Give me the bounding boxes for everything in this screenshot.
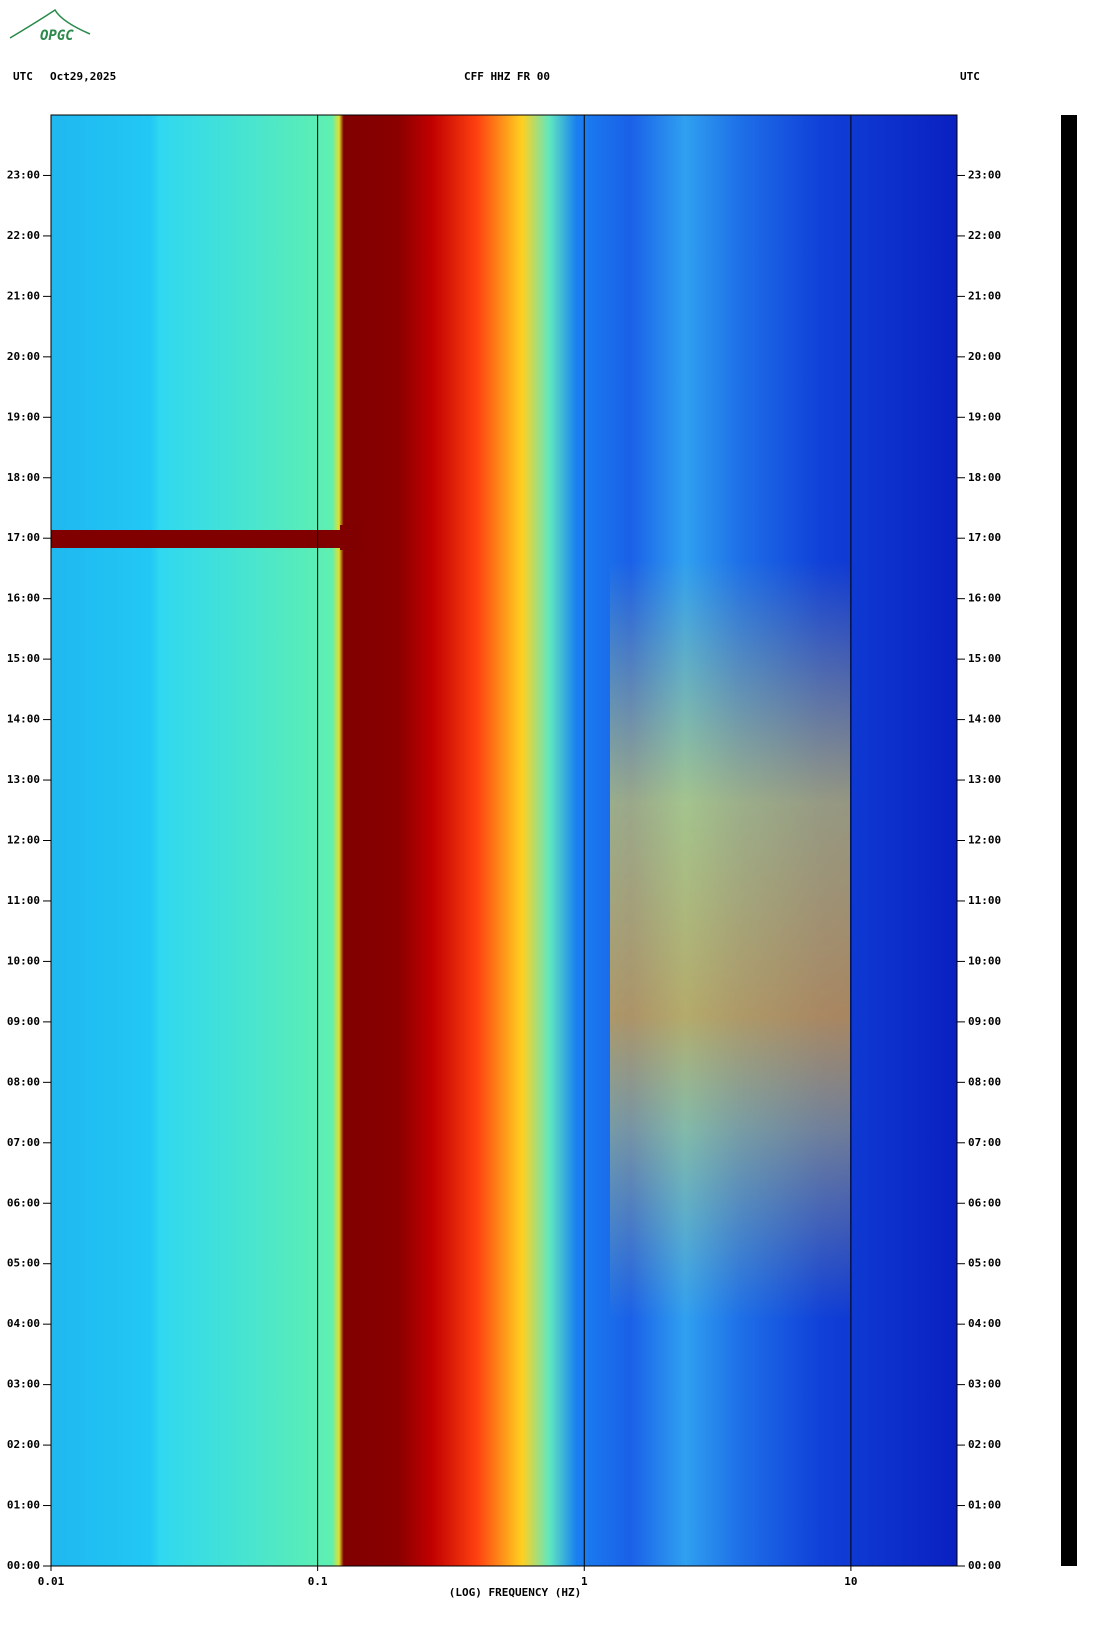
y-tick-label: 15:00	[7, 652, 40, 665]
y-tick-label: 17:00	[968, 531, 1001, 544]
spectrogram-event	[51, 530, 341, 548]
x-tick-label: 0.01	[38, 1575, 65, 1588]
y-tick-label: 22:00	[968, 229, 1001, 242]
y-tick-label: 08:00	[968, 1075, 1001, 1088]
right-label: UTC	[960, 70, 980, 83]
y-tick-label: 19:00	[7, 410, 40, 423]
y-tick-label: 09:00	[7, 1015, 40, 1028]
y-tick-label: 13:00	[968, 773, 1001, 786]
y-tick-label: 13:00	[7, 773, 40, 786]
y-tick-label: 03:00	[968, 1378, 1001, 1391]
plot-area	[51, 115, 1077, 1566]
y-tick-label: 02:00	[968, 1438, 1001, 1451]
logo: OPGC	[40, 28, 74, 44]
chart-title: CFF HHZ FR 00	[464, 70, 550, 83]
y-tick-label: 21:00	[968, 289, 1001, 302]
y-tick-label: 16:00	[7, 592, 40, 605]
y-tick-label: 05:00	[968, 1257, 1001, 1270]
y-tick-label: 18:00	[7, 471, 40, 484]
y-tick-label: 14:00	[968, 713, 1001, 726]
y-tick-label: 10:00	[968, 954, 1001, 967]
spectrogram-energy	[610, 560, 850, 1320]
y-tick-label: 23:00	[968, 168, 1001, 181]
y-tick-label: 04:00	[968, 1317, 1001, 1330]
y-tick-label: 11:00	[7, 894, 40, 907]
y-tick-label: 20:00	[7, 350, 40, 363]
y-tick-label: 11:00	[968, 894, 1001, 907]
y-tick-label: 05:00	[7, 1257, 40, 1270]
y-tick-label: 23:00	[7, 168, 40, 181]
y-tick-label: 12:00	[7, 834, 40, 847]
y-tick-label: 07:00	[968, 1136, 1001, 1149]
y-tick-label: 20:00	[968, 350, 1001, 363]
spectrogram-event	[340, 525, 360, 550]
y-tick-label: 16:00	[968, 592, 1001, 605]
x-tick-label: 10	[844, 1575, 857, 1588]
y-tick-label: 01:00	[968, 1499, 1001, 1512]
y-tick-label: 10:00	[7, 954, 40, 967]
y-tick-label: 00:00	[968, 1559, 1001, 1572]
y-tick-label: 02:00	[7, 1438, 40, 1451]
date: Oct29,2025	[50, 70, 116, 83]
y-tick-label: 07:00	[7, 1136, 40, 1149]
y-tick-label: 19:00	[968, 410, 1001, 423]
y-tick-label: 03:00	[7, 1378, 40, 1391]
y-tick-label: 15:00	[968, 652, 1001, 665]
y-tick-label: 21:00	[7, 289, 40, 302]
left-label: UTC	[13, 70, 33, 83]
x-tick-label: 0.1	[308, 1575, 328, 1588]
y-tick-label: 22:00	[7, 229, 40, 242]
y-tick-label: 08:00	[7, 1075, 40, 1088]
y-tick-label: 06:00	[7, 1196, 40, 1209]
y-tick-label: 04:00	[7, 1317, 40, 1330]
y-tick-label: 17:00	[7, 531, 40, 544]
y-tick-label: 09:00	[968, 1015, 1001, 1028]
seismogram	[1061, 115, 1077, 1566]
x-axis-label: (LOG) FREQUENCY (HZ)	[449, 1586, 581, 1599]
y-tick-label: 00:00	[7, 1559, 40, 1572]
logo-arc	[9, 8, 91, 39]
y-tick-label: 06:00	[968, 1196, 1001, 1209]
y-tick-label: 14:00	[7, 713, 40, 726]
x-tick-label: 1	[581, 1575, 588, 1588]
y-tick-label: 12:00	[968, 834, 1001, 847]
y-tick-label: 18:00	[968, 471, 1001, 484]
y-tick-label: 01:00	[7, 1499, 40, 1512]
